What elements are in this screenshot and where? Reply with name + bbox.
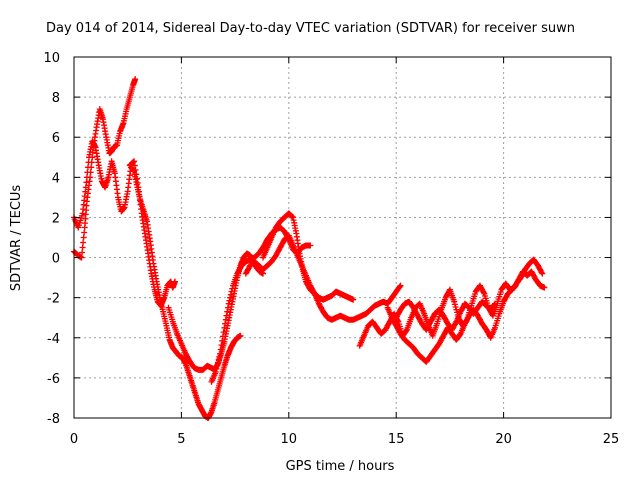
y-tick-label: 10 — [43, 51, 60, 66]
y-axis-label: SDTVAR / TECUs — [9, 185, 24, 292]
x-tick-labels: 0 5 10 15 20 25 — [70, 432, 619, 447]
y-tick-label: -2 — [47, 292, 60, 307]
data-series-track-2 — [71, 138, 244, 421]
plot-frame — [73, 56, 612, 419]
data-series-track-9 — [384, 256, 546, 365]
x-tick-label: 5 — [177, 432, 185, 447]
y-tick-label: 6 — [52, 131, 60, 146]
y-tick-label: -4 — [47, 332, 60, 347]
y-tick-label: 4 — [52, 171, 60, 186]
data-series-track-10 — [393, 298, 498, 333]
y-tick-labels: -8 -6 -4 -2 0 2 4 6 8 10 — [43, 51, 60, 427]
y-tick-label: 0 — [52, 252, 60, 267]
chart-title: Day 014 of 2014, Sidereal Day-to-day VTE… — [46, 21, 575, 36]
grid-lines — [74, 57, 611, 418]
x-axis-label: GPS time / hours — [286, 459, 395, 474]
x-tick-label: 0 — [70, 432, 78, 447]
y-tick-label: -6 — [47, 372, 60, 387]
x-tick-label: 15 — [388, 432, 405, 447]
y-tick-label: -8 — [47, 412, 60, 427]
x-tick-label: 10 — [281, 432, 298, 447]
data-series-track-1 — [71, 76, 139, 261]
y-tick-label: 2 — [52, 211, 60, 226]
data-series-track-3 — [126, 158, 178, 309]
data-series — [71, 76, 548, 421]
y-tick-label: 8 — [52, 91, 60, 106]
data-series-track-7 — [242, 232, 404, 323]
x-tick-label: 20 — [495, 432, 512, 447]
x-tick-label: 25 — [603, 432, 620, 447]
axis-ticks — [73, 56, 612, 419]
